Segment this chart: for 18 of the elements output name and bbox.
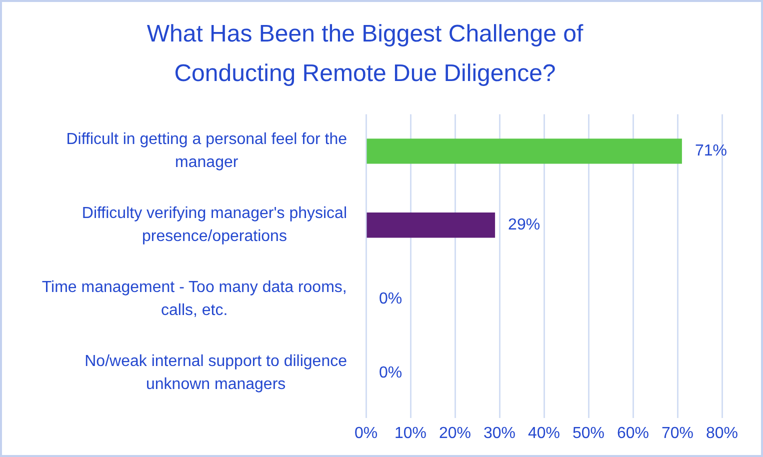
x-tick-label: 50% xyxy=(572,425,605,442)
x-tick-label: 60% xyxy=(616,425,650,442)
y-tick-label: No/weak internal support to diligence unknown managers xyxy=(84,352,348,393)
data-label: 0% xyxy=(379,364,402,382)
data-label: 29% xyxy=(508,216,540,234)
x-tick-label: 80% xyxy=(706,425,738,442)
data-label: 0% xyxy=(379,290,402,308)
x-tick-label: 10% xyxy=(394,425,427,442)
y-tick-label: Difficult in getting a personal feel for the manager xyxy=(66,131,348,172)
chart-title: What Has Been the Biggest Challenge of Conducting Remote Due Diligence? xyxy=(146,20,584,88)
y-tick-label: Time management - Too many data rooms, calls, etc. xyxy=(42,278,347,319)
data-label: 71% xyxy=(694,142,727,160)
y-tick-label: Difficulty verifying manager's physical presence/operations xyxy=(82,205,348,246)
x-tick-label: 70% xyxy=(661,425,694,442)
x-tick-label: 30% xyxy=(483,425,516,442)
x-tick-label: 20% xyxy=(438,425,472,442)
x-tick-label: 40% xyxy=(528,425,560,442)
x-tick-label: 0% xyxy=(354,425,378,442)
